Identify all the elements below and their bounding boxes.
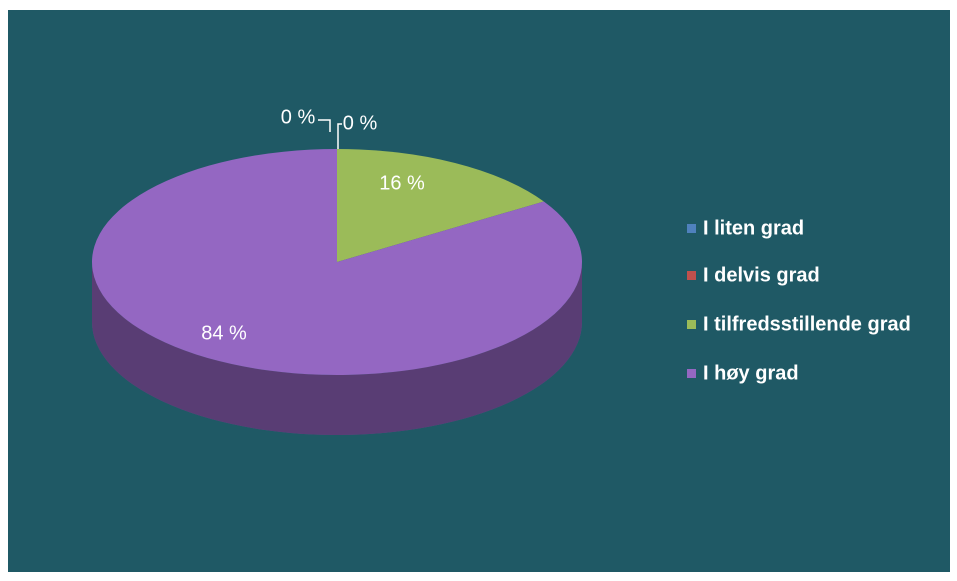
legend-label: I høy grad [703, 362, 799, 384]
data-label: 0 % [343, 112, 378, 134]
legend-marker [687, 271, 696, 280]
slice-side-shade [92, 262, 582, 435]
slice [337, 149, 544, 262]
pie [92, 149, 582, 435]
legend-label: I delvis grad [703, 264, 820, 286]
leader-line [318, 119, 331, 132]
legend: I liten grad I delvis grad I tilfredsstill… [687, 217, 911, 384]
legend-label: I tilfredsstillende grad [703, 313, 911, 335]
data-label: 84 % [201, 322, 247, 344]
slice-side [92, 262, 582, 435]
legend-marker [687, 224, 696, 233]
data-labels: 0 % 0 % 16 % 84 % [201, 106, 425, 344]
leader-line [337, 123, 342, 149]
data-label: 16 % [379, 172, 425, 194]
legend-label: I liten grad [703, 217, 804, 239]
legend-marker [687, 369, 696, 378]
legend-marker [687, 320, 696, 329]
data-label: 0 % [281, 106, 316, 128]
slice [92, 149, 582, 375]
